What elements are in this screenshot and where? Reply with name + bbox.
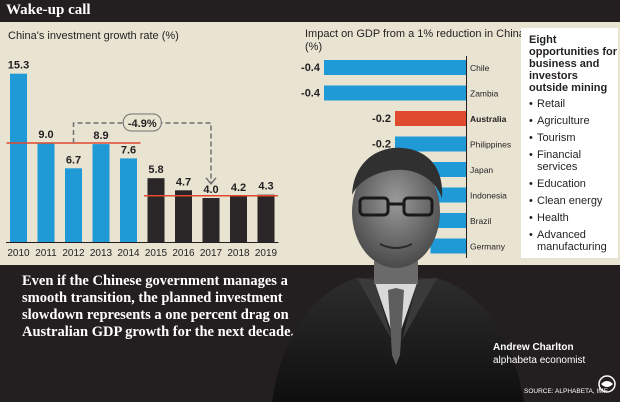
x-tick-label: 2015 [145, 248, 168, 259]
portrait-photo [272, 147, 524, 402]
bar [230, 195, 247, 242]
data-label: 4.0 [203, 184, 218, 196]
bar [257, 194, 275, 242]
data-label: 8.9 [93, 130, 108, 142]
bar [430, 238, 466, 254]
opportunities-box: Eight opportunities for business and inv… [521, 28, 618, 258]
x-tick-label: 2014 [117, 248, 140, 259]
source-note: SOURCE: ALPHABETA, IMF [524, 388, 608, 395]
x-tick-label: 2018 [227, 248, 250, 259]
data-label: 15.3 [8, 60, 29, 72]
category-label: Zambia [470, 89, 499, 99]
category-label: Philippines [470, 140, 511, 150]
publisher-logo-icon [598, 375, 616, 393]
header-bar: Wake-up call [0, 0, 620, 22]
attribution-role: alphabeta economist [493, 355, 586, 366]
bar [10, 73, 27, 242]
data-label: 6.7 [66, 154, 81, 166]
bar [175, 190, 192, 242]
data-label: -0.2 [372, 139, 391, 151]
bar [202, 198, 220, 242]
data-label: -0.4 [301, 88, 321, 100]
x-tick-label: 2019 [255, 248, 278, 259]
category-label: Chile [470, 63, 490, 73]
category-label: Australia [470, 114, 507, 124]
bar [147, 178, 165, 242]
quote-text: Even if the Chinese government manages a… [22, 273, 295, 340]
opportunity-item: Financial services [529, 149, 619, 173]
arrow-head-icon [205, 177, 217, 185]
bar [37, 143, 55, 242]
opportunities-title: Eight opportunities for business and inv… [529, 34, 617, 94]
annotation-text: -4.9% [128, 118, 157, 130]
x-tick-label: 2011 [35, 248, 57, 259]
header-title: Wake-up call [6, 2, 91, 18]
opportunity-item: Tourism [529, 132, 619, 144]
opportunity-item: Retail [529, 98, 619, 110]
opportunity-item: Education [529, 178, 619, 190]
left-chart-title: China's investment growth rate (%) [8, 30, 179, 42]
opportunity-item: Agriculture [529, 115, 619, 127]
opportunities-list: Retail Agriculture Tourism Financial ser… [529, 98, 619, 258]
category-label: Indonesia [470, 191, 507, 201]
category-label: Germany [470, 242, 506, 252]
bar [120, 158, 137, 242]
bar [395, 136, 466, 152]
category-label: Brazil [470, 216, 491, 226]
bar [92, 144, 110, 242]
opportunity-item: Health [529, 212, 619, 224]
data-label: -0.4 [301, 62, 321, 74]
investment-growth-chart: 15.3 2010 9.0 2011 6.7 2012 8.9 2013 7.6 2014 5.8 2… [6, 60, 279, 259]
opportunity-item: Advanced manufacturing [529, 229, 619, 253]
x-tick-label: 2012 [62, 248, 85, 259]
data-label: -0.2 [372, 113, 391, 125]
attribution-name: Andrew Charlton [493, 342, 574, 353]
data-label: 4.7 [176, 176, 191, 188]
x-tick-label: 2016 [172, 248, 195, 259]
data-label: 9.0 [38, 129, 53, 141]
annotation-badge [122, 113, 162, 132]
bar [65, 168, 82, 242]
data-label: 5.8 [148, 164, 163, 176]
x-tick-label: 2010 [7, 248, 30, 259]
data-label: 7.6 [121, 144, 136, 156]
category-label: Japan [470, 165, 493, 175]
bar [324, 60, 466, 75]
data-label: 4.2 [231, 182, 246, 194]
bar [395, 111, 466, 126]
opportunity-item: Clean energy [529, 195, 619, 207]
data-label: 4.3 [258, 181, 273, 193]
x-tick-label: 2013 [90, 248, 113, 259]
x-tick-label: 2017 [200, 248, 223, 259]
bar [324, 85, 466, 101]
